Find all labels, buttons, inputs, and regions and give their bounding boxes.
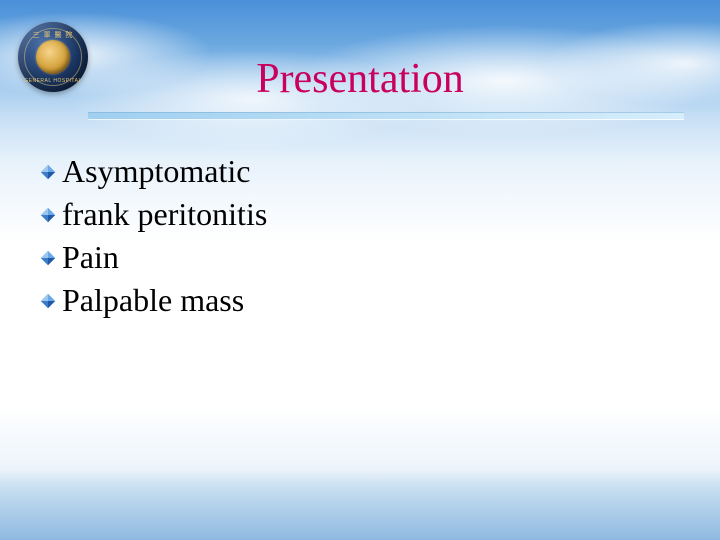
slide-title-text: Presentation [256,56,464,102]
title-underline-bar [88,112,684,120]
diamond-bullet-icon [38,248,58,268]
bullet-list: Asymptomatic frank peritonitis Pain [38,150,267,322]
bullet-text: Asymptomatic [62,153,250,190]
diamond-bullet-icon [38,205,58,225]
bottom-gradient-strip [0,470,720,540]
list-item: Asymptomatic [38,150,267,193]
list-item: Palpable mass [38,279,267,322]
bullet-text: frank peritonitis [62,196,267,233]
diamond-bullet-icon [38,162,58,182]
bullet-text: Pain [62,239,119,276]
logo-text-top: 三 軍 醫 院 [33,30,74,40]
slide-title: Presentation [0,55,720,103]
bullet-text: Palpable mass [62,282,244,319]
list-item: frank peritonitis [38,193,267,236]
list-item: Pain [38,236,267,279]
diamond-bullet-icon [38,291,58,311]
